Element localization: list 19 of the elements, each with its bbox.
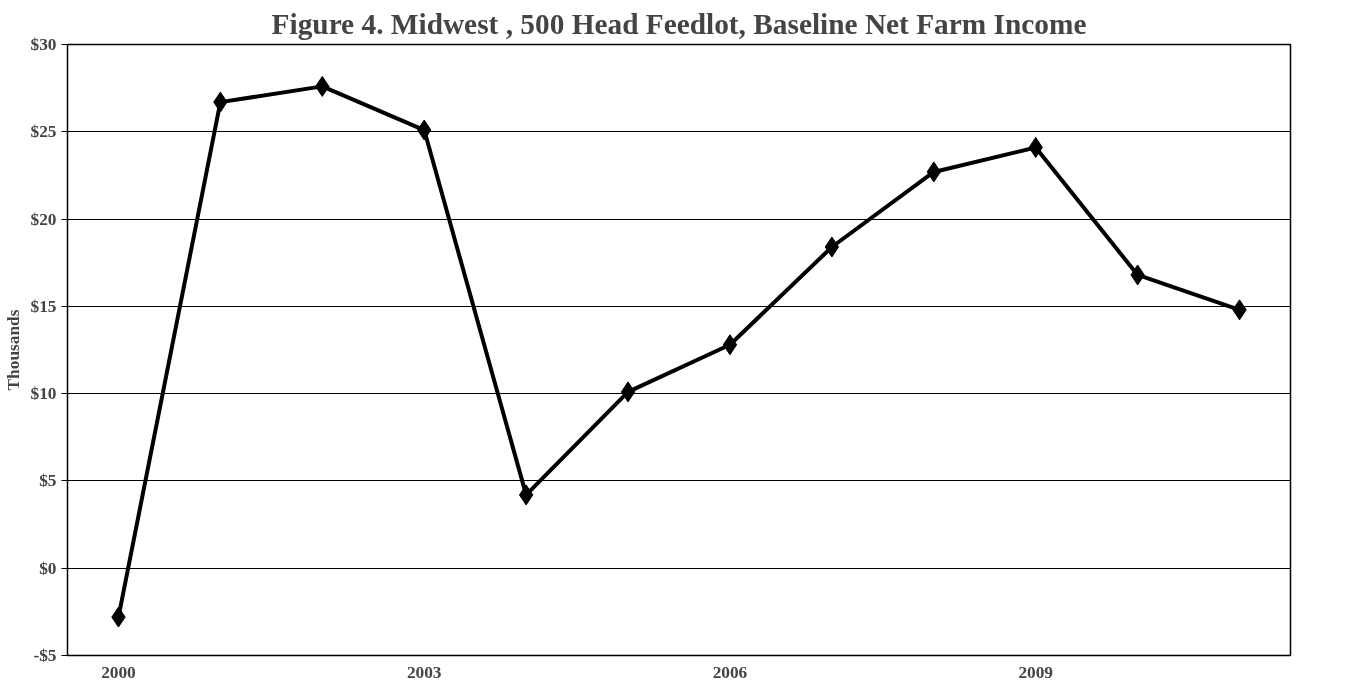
y-tick-label: $25 (30, 122, 57, 142)
y-tick-label: $30 (30, 35, 57, 54)
y-tick-label: $20 (30, 209, 57, 229)
point (722, 334, 738, 356)
point (1028, 137, 1043, 158)
y-tick-label: $10 (30, 384, 57, 404)
y-tick-label: $5 (39, 471, 57, 491)
x-tick-label: 2006 (712, 662, 748, 682)
y-tick-label: $0 (39, 558, 57, 578)
chart-title: Figure 4. Midwest , 500 Head Feedlot, Baseline Net Farm Income (271, 7, 1087, 40)
y-tick-label: -$5 (33, 646, 57, 665)
point (518, 484, 534, 506)
x-tick-label: 2003 (406, 662, 442, 682)
point (824, 236, 840, 258)
y-axis-title: Thousands (3, 309, 23, 391)
x-tick-label: 2009 (1018, 662, 1054, 682)
y-tick-label: $15 (30, 296, 57, 316)
x-tick-label: 2000 (101, 662, 136, 682)
point (620, 381, 636, 403)
